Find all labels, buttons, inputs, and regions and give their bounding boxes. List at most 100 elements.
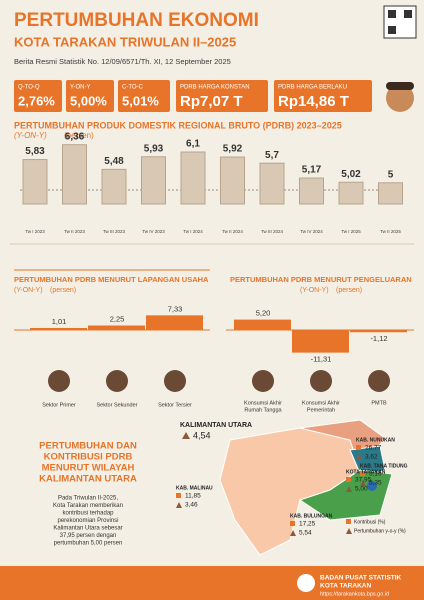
kpi-label: Y-ON-Y [70,85,90,91]
kpi-box [274,80,372,112]
bar-label: -11,31 [311,355,332,364]
kpi-box [14,80,62,112]
region-growth: 3,46 [185,502,198,509]
subtitle: KOTA TARAKAN TRIWULAN II–2025 [14,34,236,49]
timeline-value: 6,1 [186,139,200,150]
kpi-value: 5,01% [122,93,159,108]
contribution-icon [176,493,181,498]
legend-label: Pertumbuhan y-o-y (%) [354,528,406,534]
region-contribution: 37,95 [355,477,372,484]
regional-paragraph: Pada Triwulan II-2025, [58,496,118,502]
timeline-value: 5,48 [104,156,124,167]
category-label: Sektor Sekunder [97,402,138,408]
region-name: KAB. MALINAU [176,485,213,491]
contribution-icon [346,477,351,482]
icon [48,370,70,392]
timeline-value: 5,93 [144,143,164,154]
timeline-value: 5 [388,169,394,180]
region-contribution: 11,85 [185,493,201,500]
bar [88,325,145,330]
timeline-value: 5,17 [302,165,322,176]
category-label: Konsumsi Akhir [302,400,340,406]
icon [310,370,332,392]
map-tana-tidung [349,445,386,479]
growth-icon [356,454,362,460]
timeline-unit: (persen) [64,131,94,140]
timeline-box [220,156,245,205]
kpi-label: PDRB HARGA KONSTAN [180,85,250,91]
category-label: PMTB [371,400,387,406]
kpi-label: C-TO-C [122,85,144,91]
expenditure-unit: (Y-ON-Y) [300,287,329,294]
growth-icon [176,502,182,508]
region-growth: 5,35 [369,480,382,487]
icon [368,370,390,392]
kpi-box [66,80,114,112]
qr-code [388,10,396,18]
timeline-title: PERTUMBUHAN PRODUK DOMESTIK REGIONAL BRU… [14,120,342,130]
bar [350,330,407,333]
kpi-label: PDRB HARGA BERLAKU [278,85,347,91]
timeline-box [141,156,166,205]
regional-title: KALIMANTAN UTARA [39,474,137,485]
footer-org: KOTA TARAKAN [320,583,371,590]
region-growth: 5,00 [355,486,368,493]
timeline-value: 5,83 [25,146,45,157]
timeline-box [338,181,364,205]
timeline-label: Tw I 2025 [341,229,361,234]
timeline-label: Tw I 2024 [183,229,203,234]
map-tarakan [367,481,377,491]
timeline-label: Tw II 2023 [64,229,85,234]
title: PERTUMBUHAN EKONOMI [14,10,259,31]
region-growth: 5,54 [299,530,312,537]
qr-code [388,26,396,34]
timeline-label: Tw IV 2024 [300,229,323,234]
kpi-box [118,80,170,112]
regional-title: KONTRIBUSI PDRB [44,452,133,463]
category-label: Sektor Tersier [158,402,192,408]
timeline-label: Tw II 2024 [222,229,243,234]
bps-logo [297,574,315,592]
timeline-value: 6,36 [65,131,85,142]
timeline-box [62,144,87,205]
icon [106,370,128,392]
timeline-box [101,168,127,205]
bar-label: 1,01 [52,317,67,326]
province-name: KALIMANTAN UTARA [180,422,252,429]
regional-paragraph: perekonomian Provinsi [57,518,118,524]
regional-paragraph: pertumbuhan 5,00 persen [54,541,123,547]
category-label: Sektor Primer [42,402,76,408]
sector-title: PERTUMBUHAN PDRB MENURUT LAPANGAN USAHA [14,275,209,284]
bar-label: 2,25 [110,314,125,323]
footer-band [0,566,424,600]
icon [164,370,186,392]
legend-swatch [346,528,352,534]
sector-unit: (Y-ON-Y) [14,287,43,294]
bar [146,315,203,330]
regional-paragraph: 37,95 persen dengan [60,533,117,539]
growth-icon [360,480,366,486]
expenditure-title: PERTUMBUHAN PDRB MENURUT PENGELUARAN [230,275,412,284]
region-name: KAB. TANA TIDUNG [360,463,408,469]
timeline-label: Tw II 2025 [380,229,401,234]
category-label: Rumah Tangga [244,407,282,413]
release: Berita Resmi Statistik No. 12/09/6571/Th… [14,57,231,66]
kpi-value: 5,00% [70,93,107,108]
timeline-unit: (Y-ON-Y) [14,131,47,140]
sector-unit: (persen) [50,287,76,294]
timeline-box [378,182,403,205]
timeline-box [259,162,285,205]
timeline-label: Tw IV 2023 [142,229,165,234]
icon [252,370,274,392]
mascot [386,84,414,112]
region-name: KAB. NUNUKAN [356,437,395,443]
timeline-box [299,177,324,205]
kpi-label: Q-TO-Q [18,85,40,91]
bar [234,319,291,330]
footer-url: https://tarakankota.bps.go.id [320,591,389,597]
regional-title: MENURUT WILAYAH [42,463,135,474]
timeline-box [180,151,206,205]
region-name: KOTA TARAKAN [346,469,386,475]
timeline-value: 5,7 [265,150,279,161]
category-label: Konsumsi Akhir [244,400,282,406]
